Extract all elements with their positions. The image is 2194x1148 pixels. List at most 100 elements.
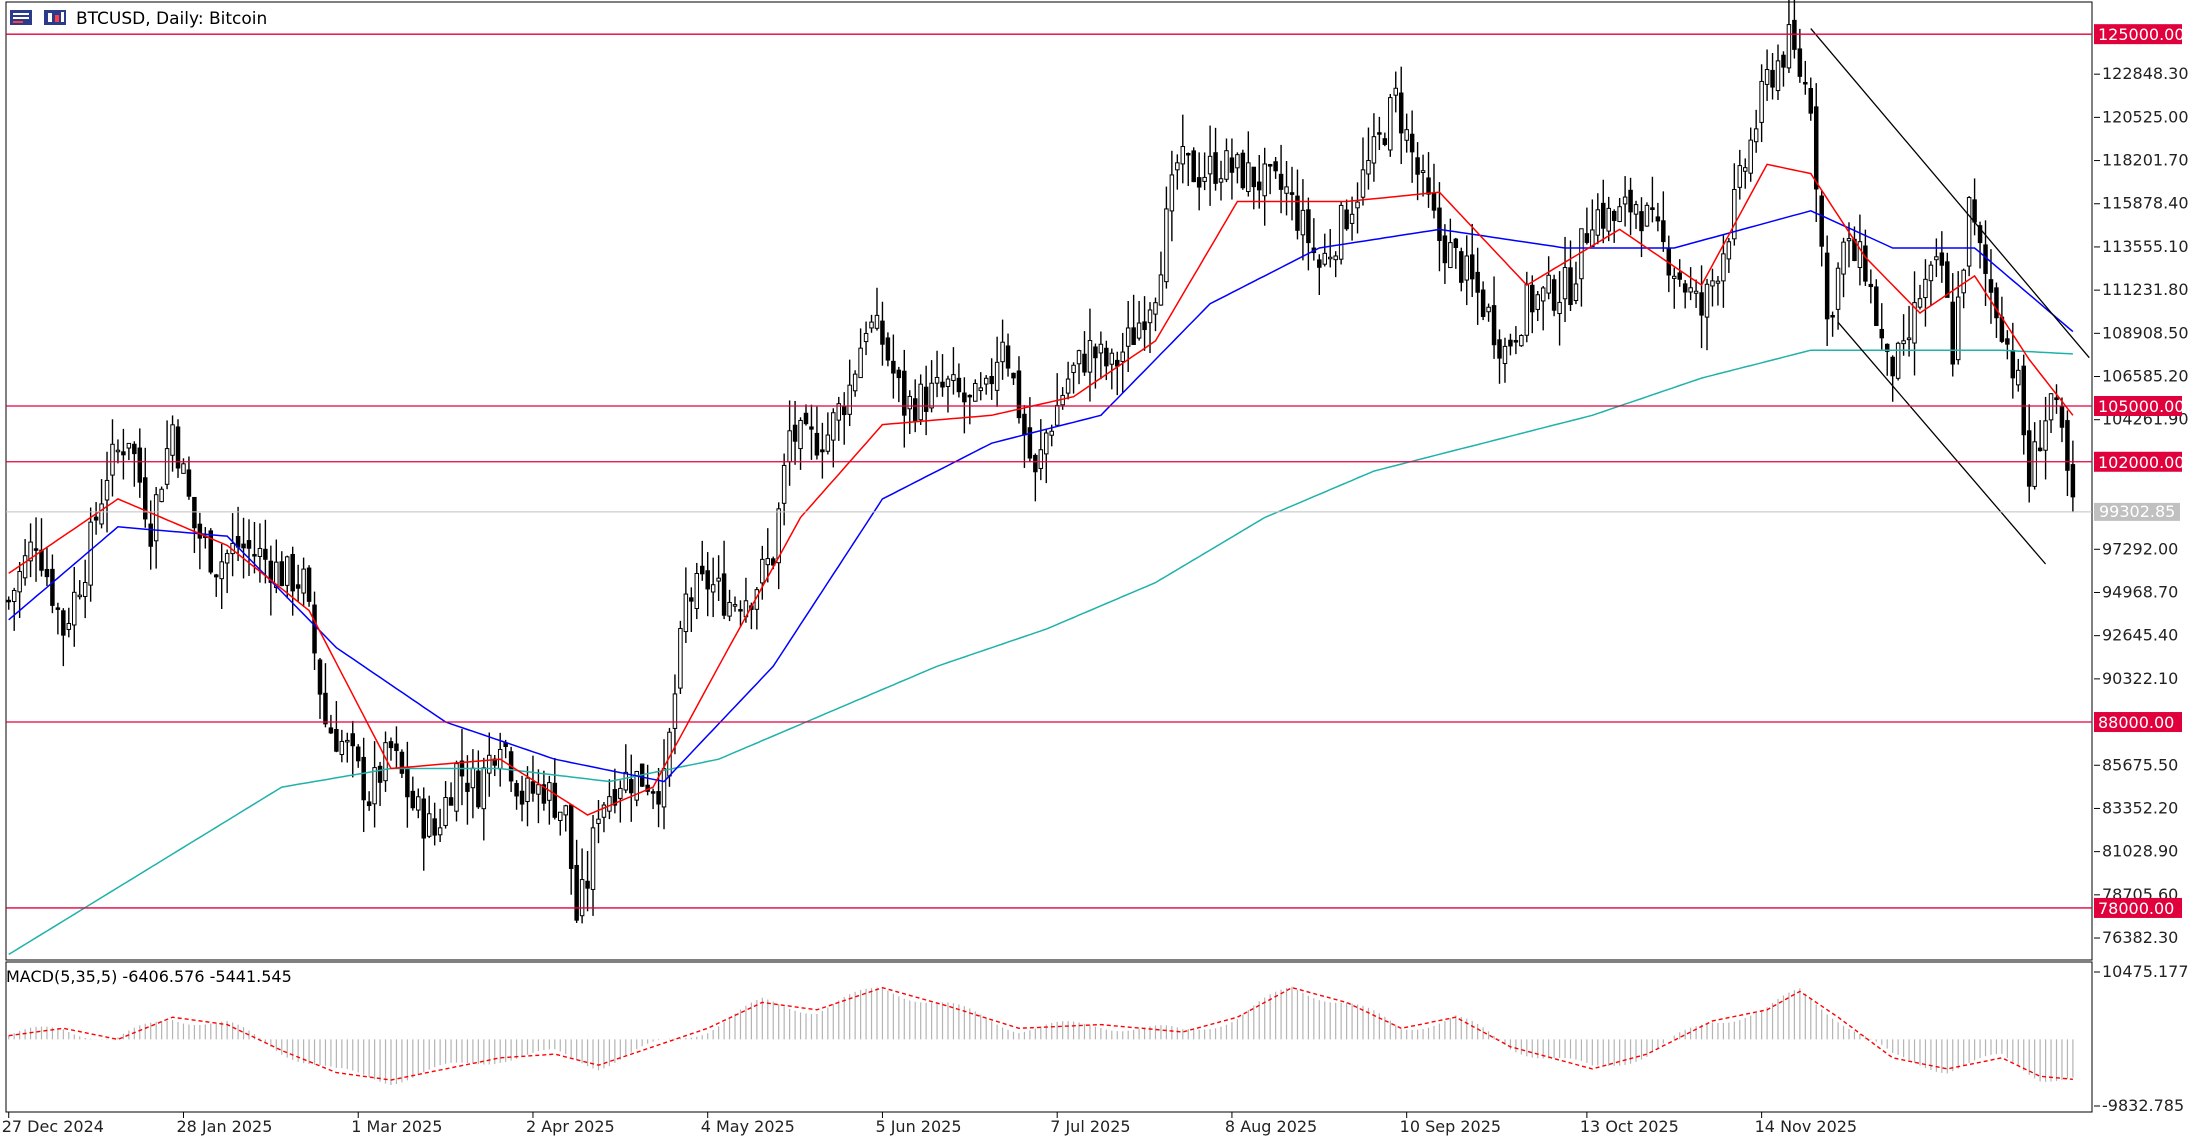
candle: [1426, 152, 1431, 208]
candle: [699, 540, 705, 581]
chart-window-icon[interactable]: [10, 10, 32, 25]
candle: [820, 422, 825, 479]
candle: [661, 739, 667, 830]
macd-tick-label: -9832.785: [2102, 1096, 2184, 1115]
candle: [1136, 301, 1142, 341]
candle: [536, 769, 541, 824]
candle: [1551, 274, 1557, 317]
candle: [1388, 93, 1393, 157]
ema-fast-line: [8, 163, 2074, 816]
candle: [929, 360, 934, 413]
level-label: 102000.00: [2098, 453, 2185, 472]
candle: [607, 779, 612, 820]
price-tick-label: 122848.30: [2102, 64, 2189, 83]
price-tick-label: 113555.10: [2102, 237, 2189, 256]
candle: [99, 479, 104, 529]
level-label-box: [2094, 24, 2182, 45]
candle: [1715, 276, 1721, 306]
candle: [88, 507, 93, 602]
candle: [1256, 154, 1262, 209]
candle: [1939, 231, 1945, 283]
candle: [1617, 197, 1622, 223]
candle: [1573, 261, 1579, 305]
candle: [1966, 196, 1972, 277]
candle: [1568, 240, 1573, 311]
level-label: 78000.00: [2098, 899, 2174, 918]
candle: [1306, 197, 1311, 271]
candle: [1721, 235, 1726, 308]
candle: [11, 587, 17, 631]
candle: [760, 545, 765, 600]
candle: [437, 808, 443, 842]
candle: [1819, 190, 1824, 267]
candle: [1469, 223, 1475, 298]
candle: [869, 314, 874, 333]
candle: [1175, 154, 1180, 190]
candle: [1480, 281, 1486, 321]
candle: [1759, 64, 1764, 143]
bid-price-label: 99302.85: [2099, 502, 2175, 521]
candle: [1180, 114, 1186, 184]
price-tick-label: 83352.20: [2102, 798, 2178, 817]
candle: [694, 562, 700, 620]
candle: [1076, 349, 1082, 385]
candle: [1005, 333, 1011, 377]
candle: [82, 559, 88, 619]
candle: [50, 554, 55, 614]
candle: [1781, 51, 1786, 87]
candle: [601, 801, 607, 833]
candle: [1098, 331, 1104, 380]
candle: [219, 543, 224, 609]
candle: [1770, 52, 1775, 100]
candle: [836, 396, 842, 441]
candle: [1595, 193, 1601, 245]
candle: [1535, 290, 1540, 322]
candle: [1393, 71, 1399, 113]
candle: [44, 546, 50, 587]
candle: [847, 359, 852, 427]
candle: [208, 528, 214, 575]
candle: [1459, 247, 1464, 292]
candle: [1906, 305, 1912, 357]
candle: [705, 552, 710, 617]
candle: [1557, 271, 1562, 346]
level-label-box: [2094, 897, 2182, 918]
candle: [2021, 354, 2026, 455]
candle: [809, 404, 814, 460]
candle: [781, 453, 787, 526]
candle: [1016, 356, 1022, 424]
candle: [1000, 319, 1005, 380]
candle: [2016, 358, 2021, 392]
candle: [197, 512, 203, 570]
candle: [1622, 176, 1628, 227]
candle: [1065, 361, 1071, 400]
candle: [689, 587, 694, 632]
candle: [1186, 152, 1191, 186]
level-label-box: [2094, 712, 2182, 733]
candle: [634, 770, 639, 807]
time-axis: 27 Dec 2024 28 Jan 2025 1 Mar 2025 2 Apr 20…: [2, 1112, 1857, 1136]
level-label: 105000.00: [2098, 397, 2185, 416]
candle: [831, 408, 836, 468]
candle: [1420, 154, 1426, 197]
candle: [110, 419, 115, 497]
candle: [306, 565, 312, 607]
candlestick-icon[interactable]: [44, 10, 66, 25]
chart-header: BTCUSD, Daily: Bitcoin: [10, 9, 267, 29]
candle: [1486, 303, 1491, 322]
candle: [1235, 152, 1240, 184]
candle: [1917, 284, 1923, 310]
candle: [1628, 177, 1633, 236]
macd-pane-frame: [5, 961, 2093, 1113]
trend-channel-line-1: [1810, 28, 2090, 359]
candle: [1934, 238, 1939, 278]
time-tick-label: 7 Jul 2025: [1050, 1117, 1130, 1136]
candle: [967, 394, 973, 425]
candle: [465, 755, 470, 825]
candle: [137, 428, 143, 498]
candle: [1682, 280, 1688, 309]
candle: [153, 487, 159, 569]
candle: [1792, 0, 1797, 59]
